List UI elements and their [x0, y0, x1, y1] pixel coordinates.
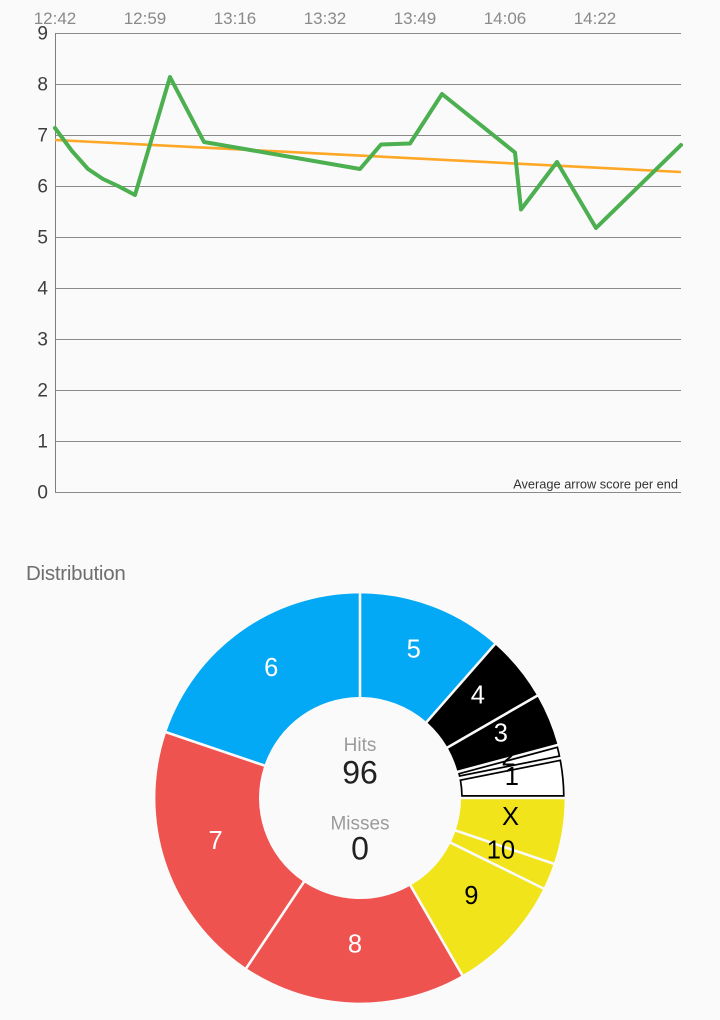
- svg-text:10: 10: [487, 836, 515, 864]
- svg-text:13:32: 13:32: [304, 9, 347, 28]
- svg-text:Average arrow score per end: Average arrow score per end: [513, 477, 678, 492]
- svg-text:12:42: 12:42: [34, 9, 77, 28]
- svg-text:14:22: 14:22: [574, 9, 617, 28]
- svg-text:6: 6: [37, 177, 48, 198]
- svg-text:1: 1: [37, 432, 48, 453]
- svg-text:0: 0: [37, 483, 48, 504]
- svg-text:Hits: Hits: [344, 735, 377, 756]
- svg-text:8: 8: [348, 930, 362, 958]
- svg-text:4: 4: [471, 681, 485, 709]
- svg-text:2: 2: [501, 743, 515, 771]
- svg-text:2: 2: [37, 381, 48, 402]
- svg-text:5: 5: [37, 228, 48, 249]
- svg-text:1: 1: [505, 763, 519, 791]
- svg-text:14:06: 14:06: [484, 9, 527, 28]
- svg-text:4: 4: [37, 279, 48, 300]
- svg-text:13:49: 13:49: [394, 9, 437, 28]
- svg-text:Misses: Misses: [330, 814, 389, 835]
- svg-text:5: 5: [407, 635, 421, 663]
- svg-text:13:16: 13:16: [214, 9, 257, 28]
- svg-text:8: 8: [37, 75, 48, 96]
- svg-text:7: 7: [37, 126, 48, 147]
- svg-text:9: 9: [464, 882, 478, 910]
- svg-text:0: 0: [351, 830, 369, 866]
- svg-text:9: 9: [37, 24, 48, 45]
- svg-text:96: 96: [342, 754, 378, 790]
- svg-text:6: 6: [264, 654, 278, 682]
- svg-text:3: 3: [494, 720, 508, 748]
- svg-text:12:59: 12:59: [124, 9, 167, 28]
- svg-text:3: 3: [37, 330, 48, 351]
- svg-text:7: 7: [209, 827, 223, 855]
- svg-text:X: X: [502, 803, 519, 831]
